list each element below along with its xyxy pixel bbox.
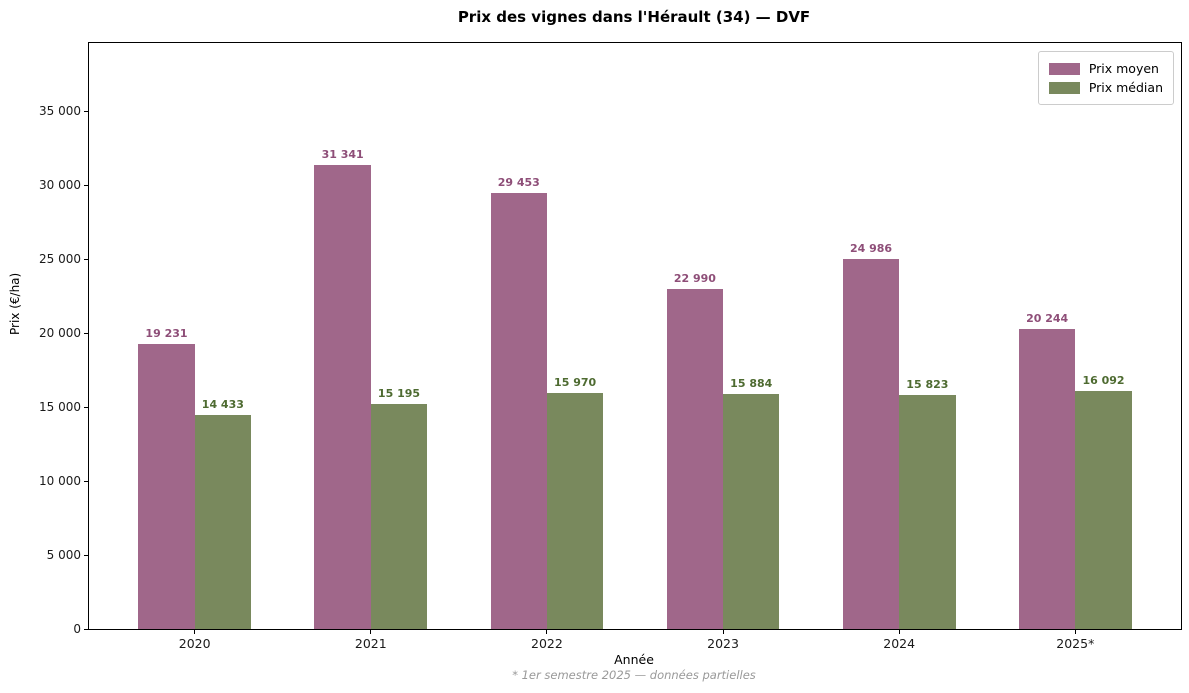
bar-prix-m-dian-2023 (723, 393, 780, 629)
x-tick-label-2022: 2022 (531, 636, 563, 651)
x-tick-mark (898, 630, 900, 634)
legend-label-prix-median: Prix médian (1088, 80, 1163, 95)
y-tick-mark (84, 184, 88, 186)
bar-value-label-prix-moyen-2020: 19 231 (145, 327, 188, 341)
y-tick-mark (84, 332, 88, 334)
plot-area: Prix moyen Prix médian 0 5 000 10 000 15 00… (39, 42, 1182, 651)
y-axis-label: Prix (€/ha) (8, 272, 22, 335)
bar-prix-m-dian-2020 (194, 415, 252, 629)
bar-value-label-prix-m-dian-2024: 15 823 (906, 377, 949, 391)
legend-swatch-prix-median (1048, 81, 1080, 94)
y-tick-label: 30 000 (39, 178, 81, 193)
y-tick-label: 35 000 (39, 104, 81, 119)
bar-prix-moyen-2022 (490, 193, 547, 629)
x-tick-mark (722, 630, 724, 634)
y-tick-label: 10 000 (39, 474, 81, 489)
footnote: * 1er semestre 2025 — données partielles (512, 668, 756, 682)
bar-prix-m-dian-2025 (1075, 390, 1132, 629)
bar-value-label-prix-moyen-2022: 29 453 (497, 176, 540, 190)
y-tick-label: 15 000 (39, 400, 81, 415)
bar-value-label-prix-m-dian-2025: 16 092 (1082, 373, 1125, 387)
legend: Prix moyen Prix médian (1037, 51, 1174, 105)
y-tick-label: 25 000 (39, 252, 81, 267)
bar-value-label-prix-m-dian-2023: 15 884 (730, 376, 773, 390)
bar-value-label-prix-m-dian-2021: 15 195 (377, 387, 421, 401)
x-tick-label-2024: 2024 (883, 636, 916, 651)
x-tick-mark (546, 630, 548, 634)
bar-prix-m-dian-2022 (546, 392, 604, 629)
y-tick-mark (84, 628, 88, 630)
y-tick-label: 20 000 (39, 326, 81, 341)
x-axis-label: Année (614, 652, 654, 667)
bar-value-label-prix-moyen-2024: 24 986 (849, 242, 893, 256)
chart-title: Prix des vignes dans l'Hérault (34) — DV… (457, 8, 811, 26)
bar-value-label-prix-m-dian-2022: 15 970 (554, 375, 597, 389)
bar-prix-moyen-2020 (138, 344, 195, 629)
bar-value-label-prix-moyen-2025: 20 244 (1026, 312, 1069, 326)
legend-swatch-prix-moyen (1048, 62, 1080, 75)
bar-prix-moyen-2024 (842, 259, 900, 629)
bar-value-label-prix-moyen-2023: 22 990 (673, 271, 716, 285)
legend-entry-prix-moyen: Prix moyen (1048, 59, 1163, 78)
y-tick-mark (84, 554, 88, 556)
y-tick-label: 0 (73, 622, 81, 636)
x-tick-label-2023: 2023 (707, 636, 739, 651)
bar-prix-m-dian-2021 (370, 404, 428, 629)
x-tick-mark (1074, 630, 1076, 634)
y-tick-mark (84, 258, 88, 260)
x-tick-label-2020: 2020 (178, 636, 211, 651)
bar-value-label-prix-m-dian-2020: 14 433 (201, 398, 244, 412)
legend-label-prix-moyen: Prix moyen (1088, 61, 1159, 76)
y-tick-mark (84, 480, 88, 482)
bar-value-label-prix-moyen-2021: 31 341 (321, 148, 364, 162)
x-tick-label-2021: 2021 (354, 636, 387, 651)
y-tick-mark (84, 406, 88, 408)
y-tick-label: 5 000 (46, 548, 81, 562)
x-tick-label-2025: 2025* (1056, 636, 1095, 651)
legend-entry-prix-median: Prix médian (1048, 78, 1163, 97)
x-tick-mark (194, 630, 196, 634)
bar-prix-m-dian-2024 (899, 394, 956, 629)
x-tick-mark (370, 630, 372, 634)
y-tick-mark (84, 110, 88, 112)
bar-prix-moyen-2021 (314, 165, 371, 629)
bar-prix-moyen-2023 (666, 288, 724, 629)
bar-prix-moyen-2025 (1018, 329, 1076, 629)
